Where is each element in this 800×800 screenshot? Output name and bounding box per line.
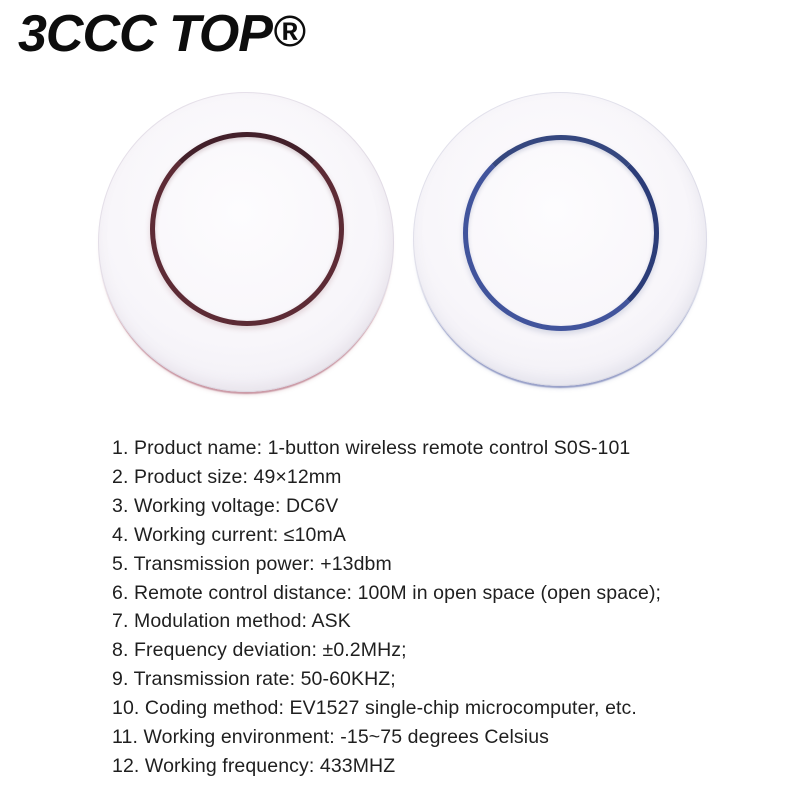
spec-line: 4. Working current: ≤10mA [112, 523, 346, 546]
spec-line: 7. Modulation method: ASK [112, 610, 351, 633]
registered-trademark-icon: ® [272, 7, 306, 56]
spec-line: 2. Product size: 49×12mm [112, 465, 342, 488]
brand-logo: 3CCC TOP® [18, 5, 306, 63]
red-led-ring-icon [150, 132, 344, 326]
blue-led-ring-icon [463, 135, 659, 331]
spec-line: 1. Product name: 1-button wireless remot… [112, 437, 631, 459]
brand-name: 3CCC TOP [18, 5, 273, 63]
spec-line: 8. Frequency deviation: ±0.2MHz; [112, 639, 407, 662]
spec-line: 6. Remote control distance: 100M in open… [112, 581, 662, 604]
spec-line: 10. Coding method: EV1527 single-chip mi… [112, 697, 637, 720]
spec-list: 1. Product name: 1-button wireless remot… [112, 434, 772, 781]
spec-line: 12. Working frequency: 433MHZ [112, 754, 396, 777]
spec-line: 9. Transmission rate: 50-60KHZ; [112, 668, 396, 691]
remote-button-blue-photo [413, 92, 707, 386]
remote-button-red-photo [98, 92, 394, 392]
spec-line: 11. Working environment: -15~75 degrees … [112, 726, 550, 749]
product-photos [98, 92, 707, 392]
spec-line: 3. Working voltage: DC6V [112, 494, 339, 517]
spec-line: 5. Transmission power: +13dbm [112, 552, 392, 575]
